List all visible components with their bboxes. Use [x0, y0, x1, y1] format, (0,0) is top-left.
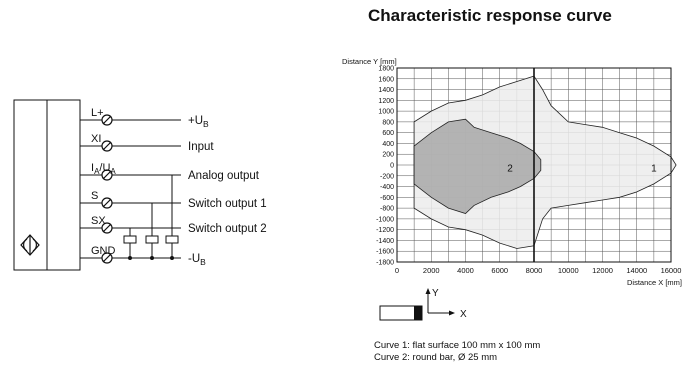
y-tick-label: 1600 [378, 76, 394, 83]
curve-notes: Curve 1: flat surface 100 mm x 100 mm Cu… [374, 340, 540, 364]
pin-label: IA/UA [91, 162, 116, 176]
x-tick-label: 4000 [457, 266, 474, 275]
y-tick-label: -800 [380, 206, 394, 213]
y-tick-label: -1600 [376, 249, 394, 256]
signal-label: -UB [188, 253, 206, 267]
junction-dot [170, 256, 174, 260]
curve-1-label: 1 [651, 164, 657, 175]
axis-y-label: Y [432, 288, 439, 299]
response-curve-chart: Distance Y [mm] 1 2 1800 1600 1400 1200 1000 8… [342, 57, 682, 287]
chart-title: Characteristic response curve [368, 6, 612, 25]
wiring-diagram: L+ +UB XI Input IA/UA Analog output S Switch ou… [13, 99, 267, 271]
signal-label: Switch output 2 [188, 223, 267, 235]
y-tick-label: -600 [380, 195, 394, 202]
x-tick-label: 14000 [626, 266, 647, 275]
sensor-symbol-icon [20, 234, 40, 256]
pin-label: GND [91, 245, 116, 257]
pin-label: S [91, 190, 98, 202]
load-resistor-icon [165, 235, 179, 244]
x-axis-label: Distance X [mm] [627, 278, 682, 287]
pin-label: SX [91, 215, 106, 227]
y-tick-label: 800 [382, 119, 394, 126]
y-tick-label: -400 [380, 184, 394, 191]
junction-dot [128, 256, 132, 260]
y-tick-label: -1000 [376, 216, 394, 223]
y-tick-label: -1400 [376, 238, 394, 245]
y-tick-label: -1800 [376, 260, 394, 267]
x-arrow-icon [449, 310, 455, 316]
curve-1-area [413, 75, 677, 249]
signal-label: Switch output 1 [188, 198, 267, 210]
pin-label: L+ [91, 107, 104, 119]
axis-direction-glyph: Y X [379, 288, 467, 321]
y-tick-label: 1200 [378, 98, 394, 105]
y-tick-label: 1400 [378, 87, 394, 94]
curve-2-area [413, 118, 542, 214]
y-tick-label: -200 [380, 173, 394, 180]
curve-2-label: 2 [507, 164, 513, 175]
y-tick-label: 600 [382, 130, 394, 137]
sensor-face [414, 306, 422, 320]
x-tick-label: 10000 [558, 266, 579, 275]
y-tick-label: 1800 [378, 66, 394, 73]
y-tick-label: 200 [382, 152, 394, 159]
axis-x-label: X [460, 309, 467, 320]
signal-label: +UB [188, 115, 209, 129]
x-tick-label: 6000 [491, 266, 508, 275]
pin-label: XI [91, 133, 101, 145]
signal-label: Input [188, 141, 214, 153]
load-resistor-icon [145, 235, 159, 244]
x-tick-label: 16000 [661, 266, 682, 275]
x-tick-label: 0 [395, 266, 399, 275]
junction-dot [150, 256, 154, 260]
signal-label: Analog output [188, 170, 260, 182]
note-curve-2: Curve 2: round bar, Ø 25 mm [374, 352, 498, 363]
y-arrow-icon [425, 288, 431, 294]
y-tick-label: 1000 [378, 109, 394, 116]
sensor-body-right [46, 99, 81, 271]
note-curve-1: Curve 1: flat surface 100 mm x 100 mm [374, 340, 541, 351]
y-tick-label: -1200 [376, 227, 394, 234]
y-tick-label: 0 [390, 163, 394, 170]
x-tick-label: 8000 [526, 266, 543, 275]
y-tick-label: 400 [382, 141, 394, 148]
x-tick-label: 2000 [423, 266, 440, 275]
x-tick-label: 12000 [592, 266, 613, 275]
y-axis-label: Distance Y [mm] [342, 57, 397, 66]
load-resistor-icon [123, 235, 137, 244]
